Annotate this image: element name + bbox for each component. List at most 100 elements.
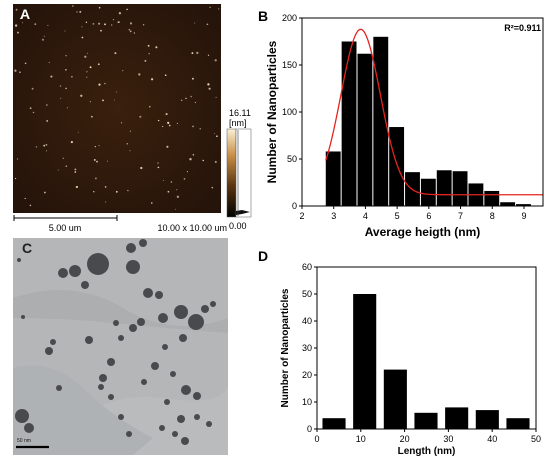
afm-particle (189, 158, 192, 161)
afm-particle (148, 53, 150, 55)
histogram-bar (500, 202, 516, 206)
afm-particle (133, 32, 136, 34)
y-tick-label: 50 (302, 289, 312, 299)
tem-film-fold (43, 378, 228, 455)
afm-particle (57, 169, 59, 171)
afm-particle (148, 105, 151, 108)
afm-particle (166, 145, 169, 148)
tem-particle (129, 324, 137, 332)
afm-particle (65, 87, 67, 90)
afm-particle (167, 190, 170, 193)
afm-particle (85, 21, 88, 24)
afm-particle (98, 6, 101, 9)
tem-image: 50 nm (13, 238, 228, 455)
afm-particle (192, 125, 194, 128)
afm-particle (89, 66, 92, 69)
afm-particle (74, 171, 77, 173)
histogram-bar (420, 178, 436, 206)
y-tick-label: 40 (302, 316, 312, 326)
afm-particle (104, 82, 106, 85)
afm-particle (104, 186, 107, 188)
afm-particle (97, 63, 100, 66)
afm-particle (60, 97, 62, 99)
afm-particle (48, 61, 50, 64)
x-tick-label: 6 (426, 211, 431, 221)
tem-particle (177, 415, 185, 423)
y-tick-label: 150 (282, 60, 297, 70)
y-tick-label: 0 (292, 201, 297, 211)
afm-particle (105, 201, 107, 203)
tem-particle (126, 243, 136, 253)
tem-particle (194, 414, 200, 420)
afm-particle (126, 142, 129, 145)
colorbar-max-label: 16.11 (229, 108, 251, 118)
afm-particle (167, 121, 170, 124)
afm-particle (194, 101, 197, 104)
y-axis-label: Number of Nanoparticles (265, 40, 279, 183)
afm-particle (206, 23, 209, 26)
afm-particle-layer (14, 5, 220, 210)
afm-particle (112, 18, 115, 21)
afm-scan-size-label: 10.00 x 10.00 um (157, 223, 227, 233)
histogram-bar (506, 418, 530, 429)
afm-particle (81, 36, 84, 39)
afm-particle (190, 95, 192, 98)
afm-particle (157, 162, 159, 164)
afm-particle (89, 101, 91, 103)
tem-particle (155, 291, 163, 299)
afm-particle (150, 78, 154, 81)
afm-particle (199, 128, 201, 130)
histogram-bar (436, 170, 452, 206)
afm-particle (84, 55, 87, 58)
afm-particle (100, 29, 102, 32)
x-tick-label: 40 (487, 434, 497, 444)
tem-particle (193, 392, 201, 400)
tem-particle (98, 384, 104, 390)
afm-particle (43, 144, 46, 147)
tem-particle (56, 385, 62, 391)
afm-particle (144, 59, 147, 62)
colorbar-unit-label: [nm] (229, 118, 247, 128)
afm-particle (176, 122, 178, 124)
histogram-bar (357, 53, 373, 206)
afm-particle (140, 166, 143, 170)
histogram-bar (475, 410, 499, 429)
tem-particle (179, 334, 187, 342)
afm-particle (181, 99, 183, 101)
afm-particle (22, 22, 24, 24)
afm-particle (34, 23, 37, 26)
afm-particle (165, 113, 168, 116)
afm-particle (209, 6, 211, 9)
afm-particle (115, 190, 118, 193)
tem-particle (206, 421, 212, 427)
y-axis-label: Number of Nanoparticles (280, 288, 291, 407)
afm-particle (14, 69, 17, 72)
afm-particle (129, 150, 131, 152)
histogram-bar (353, 294, 377, 429)
afm-particle (118, 12, 122, 15)
afm-particle (142, 24, 145, 26)
afm-particle (74, 168, 77, 171)
afm-particle (87, 52, 89, 54)
afm-particle (94, 177, 97, 180)
afm-colorbar: 16.11 [nm] 0.00 (226, 108, 252, 231)
colorbar-min-label: 0.00 (229, 221, 247, 231)
afm-particle (91, 115, 93, 118)
y-tick-label: 60 (302, 262, 312, 272)
x-tick-label: 5 (395, 211, 400, 221)
afm-particle (77, 131, 79, 133)
afm-particle (15, 177, 17, 180)
afm-particle (66, 107, 68, 109)
x-tick-label: 50 (531, 434, 541, 444)
x-tick-label: 30 (443, 434, 453, 444)
panel-b-letter: B (258, 8, 269, 24)
afm-particle (41, 38, 44, 41)
afm-particle (65, 69, 67, 71)
gaussian-fit-curve (325, 28, 543, 196)
tem-particle (45, 347, 53, 355)
afm-particle (118, 21, 120, 23)
afm-particle (207, 83, 210, 86)
afm-particle (147, 44, 150, 47)
tem-particle (174, 305, 188, 319)
colorbar-gradient (226, 128, 237, 218)
